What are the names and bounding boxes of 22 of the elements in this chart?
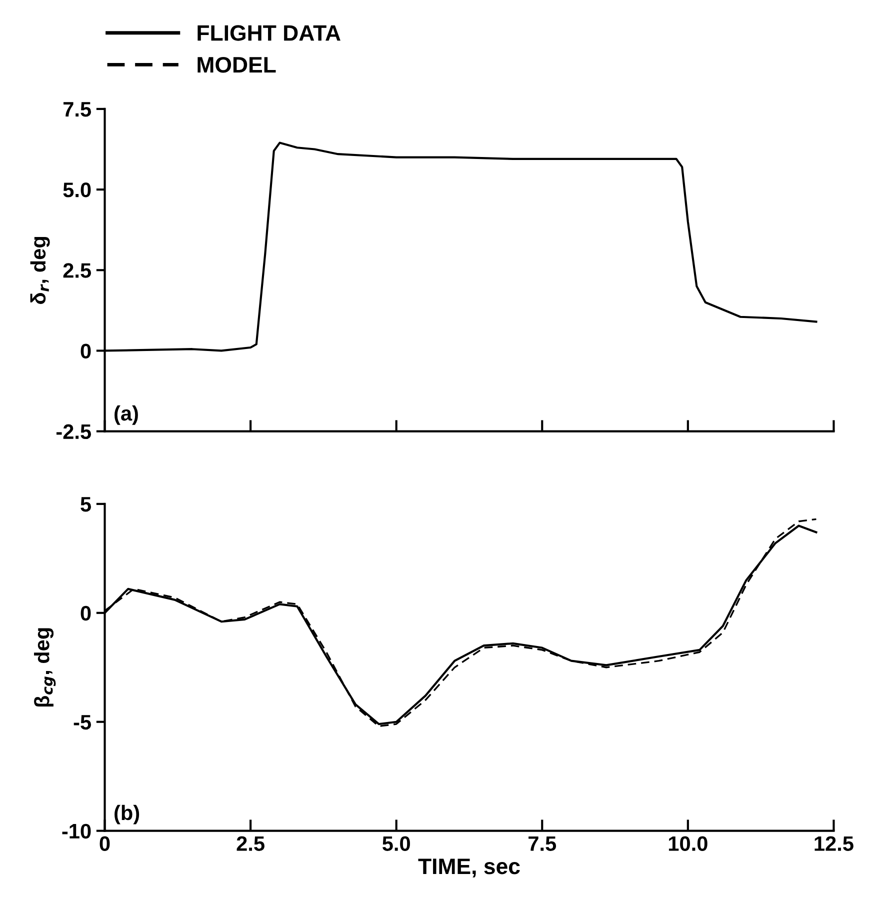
y-tick-label: 2.5 <box>63 263 91 278</box>
x-axis-title: TIME, sec <box>418 858 520 878</box>
x-tick-label: 5.0 <box>382 836 410 851</box>
x-tick-label: 12.5 <box>814 836 854 851</box>
y-tick-label: -5 <box>74 715 91 730</box>
annotation: (a) <box>114 405 138 425</box>
y-tick-label: 5 <box>80 497 91 512</box>
y-tick-label: 7.5 <box>64 102 91 117</box>
y-axis-title: β$_{cg}$, deg <box>34 628 56 707</box>
y-tick-label: -10 <box>62 824 91 839</box>
x-tick-label: 0 <box>100 836 110 851</box>
y-tick-label: 5.0 <box>63 182 91 198</box>
y-tick-label: 0 <box>80 344 91 358</box>
legend-label: FLIGHT DATA <box>198 25 340 41</box>
legend-label: MODEL <box>198 56 276 73</box>
x-tick-label: 2.5 <box>236 836 264 851</box>
x-tick-label: 10.0 <box>668 836 708 851</box>
x-tick-label: 7.5 <box>528 836 556 851</box>
y-tick-label: 0 <box>80 606 91 621</box>
y-tick-label: -2.5 <box>56 424 91 440</box>
y-axis-title: δ$_{r}$, deg <box>30 237 50 304</box>
annotation: (b) <box>114 804 140 824</box>
